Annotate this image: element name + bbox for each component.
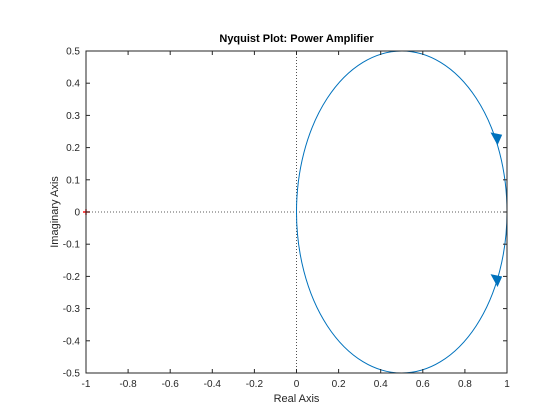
- y-tick-label: 0.3: [66, 111, 80, 122]
- x-tick-label: -0.6: [162, 379, 180, 390]
- x-tick-label: 0.4: [374, 379, 388, 390]
- x-axis-label: Real Axis: [274, 393, 320, 405]
- x-tick-label: -0.4: [204, 379, 222, 390]
- y-tick-label: -0.1: [63, 240, 81, 251]
- x-tick-label: 0.6: [416, 379, 430, 390]
- x-tick-label: -0.2: [246, 379, 264, 390]
- y-tick-label: 0: [74, 208, 80, 219]
- y-tick-labels: 0.5 0.4 0.3 0.2 0.1 0 -0.1 -0.2 -0.3 -0.4 -0.5: [63, 47, 81, 380]
- y-tick-label: 0.4: [66, 79, 80, 90]
- y-tick-label: 0.5: [66, 47, 80, 58]
- y-tick-label: -0.2: [63, 272, 81, 283]
- y-tick-label: -0.3: [63, 304, 81, 315]
- x-tick-labels: -1 -0.8 -0.6 -0.4 -0.2 0 0.2 0.4 0.6 0.8 1: [82, 379, 511, 390]
- x-tick-label: 0.8: [458, 379, 472, 390]
- x-tick-label: -1: [82, 379, 91, 390]
- direction-arrow-1: [490, 132, 503, 146]
- y-axis-label: Imaginary Axis: [49, 176, 61, 248]
- direction-arrow-2: [490, 274, 503, 287]
- axis-ticks: [85, 50, 508, 374]
- x-tick-label: 1: [504, 379, 510, 390]
- x-tick-label: 0: [294, 379, 300, 390]
- x-tick-label: -0.8: [119, 379, 137, 390]
- y-tick-label: -0.5: [63, 369, 81, 380]
- x-tick-label: 0.2: [332, 379, 346, 390]
- y-tick-label: 0.2: [66, 143, 80, 154]
- y-tick-label: 0.1: [66, 175, 80, 186]
- y-tick-label: -0.4: [63, 336, 81, 347]
- chart-title: Nyquist Plot: Power Amplifier: [219, 33, 374, 45]
